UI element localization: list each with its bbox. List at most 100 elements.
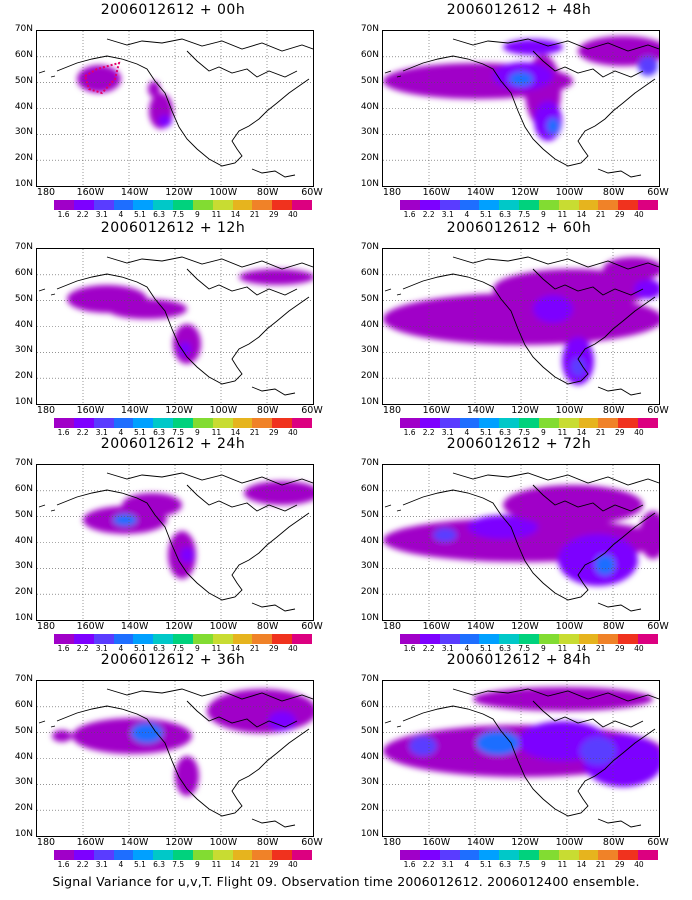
colorbar-swatch bbox=[252, 200, 273, 210]
coastline bbox=[56, 489, 310, 601]
lon-tick-label: 100W bbox=[209, 621, 238, 632]
colorbar-swatch bbox=[519, 418, 539, 428]
colorbar-label: 21 bbox=[595, 860, 606, 869]
colorbar-label: 1.6 bbox=[57, 428, 70, 437]
lon-tick-label: 80W bbox=[256, 837, 279, 848]
lat-tick-label: 50N bbox=[14, 509, 33, 520]
lon-tick-label: 160W bbox=[76, 837, 105, 848]
colorbar-swatch bbox=[113, 850, 134, 860]
map-panel: 2006012612 + 36h 70N 60N 50N 40N 30N 20N 10N 180… bbox=[0, 650, 346, 875]
signal-region bbox=[580, 737, 616, 765]
map-frame bbox=[382, 680, 660, 837]
coastline bbox=[186, 700, 298, 728]
lat-tick-label: 60N bbox=[360, 483, 379, 494]
lon-tick-label: 120W bbox=[165, 621, 193, 632]
colorbar-swatch bbox=[212, 418, 233, 428]
colorbar-swatch bbox=[153, 200, 174, 210]
coastline bbox=[452, 38, 659, 52]
map-frame bbox=[36, 248, 314, 405]
signal-region bbox=[113, 514, 137, 526]
coastline bbox=[402, 55, 656, 167]
colorbar bbox=[400, 200, 658, 210]
coastline bbox=[597, 602, 642, 612]
lon-tick-label: 140W bbox=[466, 837, 495, 848]
lat-tick-label: 30N bbox=[14, 561, 33, 572]
colorbar-label: 11 bbox=[557, 210, 568, 219]
lat-tick-label: 20N bbox=[360, 371, 379, 382]
colorbar-swatch bbox=[479, 200, 500, 210]
lat-tick-label: 70N bbox=[14, 24, 33, 34]
colorbar-swatch bbox=[419, 634, 440, 644]
lon-tick-label: 160W bbox=[76, 405, 105, 416]
colorbar-swatch bbox=[638, 418, 658, 428]
lat-tick-label: 40N bbox=[360, 101, 379, 112]
colorbar-swatch bbox=[153, 634, 174, 644]
colorbar-label: 21 bbox=[249, 860, 260, 869]
colorbar-swatch bbox=[173, 418, 193, 428]
colorbar-label: 3.1 bbox=[95, 428, 108, 437]
coastline bbox=[251, 386, 296, 396]
colorbar-label: 4 bbox=[464, 860, 470, 869]
lon-tick-label: 60W bbox=[647, 621, 669, 632]
colorbar-swatch bbox=[192, 200, 213, 210]
colorbar-swatch bbox=[618, 850, 639, 860]
colorbar bbox=[54, 634, 312, 644]
signal-region bbox=[239, 269, 313, 285]
colorbar-label: 11 bbox=[557, 644, 568, 653]
lat-tick-label: 40N bbox=[360, 751, 379, 762]
colorbar-label: 29 bbox=[614, 644, 625, 653]
colorbar-swatch bbox=[292, 850, 312, 860]
colorbar-label: 5.1 bbox=[480, 210, 492, 219]
map-frame bbox=[382, 464, 660, 621]
lat-tick-label: 40N bbox=[360, 535, 379, 546]
lat-tick-label: 50N bbox=[14, 75, 33, 86]
map-frame bbox=[382, 30, 660, 187]
signal-region bbox=[578, 36, 659, 66]
lon-tick-label: 100W bbox=[209, 187, 238, 198]
lat-tick-label: 10N bbox=[360, 613, 379, 623]
colorbar-label: 1.6 bbox=[57, 860, 70, 869]
colorbar-label: 4 bbox=[118, 210, 124, 219]
lon-tick-label: 140W bbox=[120, 405, 149, 416]
colorbar-label: 6.3 bbox=[153, 210, 166, 219]
colorbar-swatch bbox=[292, 418, 312, 428]
panel-title: 2006012612 + 12h bbox=[100, 220, 246, 236]
colorbar-swatch bbox=[419, 200, 440, 210]
colorbar-label: 4 bbox=[464, 644, 470, 653]
lat-tick-label: 40N bbox=[14, 751, 33, 762]
colorbar-label: 5.1 bbox=[134, 428, 146, 437]
coastline bbox=[38, 288, 56, 296]
map-canvas bbox=[383, 681, 659, 836]
signal-region bbox=[639, 511, 659, 559]
lat-tick-label: 20N bbox=[14, 803, 33, 814]
signal-region bbox=[571, 358, 585, 376]
colorbar-swatch bbox=[73, 418, 94, 428]
colorbar-swatch bbox=[459, 200, 480, 210]
lon-tick-label: 180 bbox=[382, 621, 402, 632]
colorbar-label: 9 bbox=[540, 210, 546, 219]
colorbar-label: 40 bbox=[288, 210, 298, 219]
lat-tick-label: 20N bbox=[360, 587, 379, 598]
colorbar-swatch bbox=[459, 850, 480, 860]
lon-tick-label: 100W bbox=[209, 405, 238, 416]
colorbar-label: 7.5 bbox=[172, 860, 185, 869]
lon-tick-label: 160W bbox=[76, 187, 105, 198]
lon-tick-label: 160W bbox=[422, 187, 451, 198]
colorbar-label: 29 bbox=[268, 644, 279, 653]
colorbar-swatch bbox=[272, 850, 293, 860]
colorbar-label: 11 bbox=[211, 644, 222, 653]
colorbar-label: 4 bbox=[118, 644, 124, 653]
coastline bbox=[384, 504, 402, 512]
lon-tick-label: 60W bbox=[301, 621, 323, 632]
colorbar bbox=[400, 850, 658, 860]
colorbar-swatch bbox=[558, 200, 579, 210]
lat-tick-label: 20N bbox=[14, 371, 33, 382]
colorbar-label: 40 bbox=[634, 644, 644, 653]
flight-track bbox=[83, 61, 121, 95]
colorbar-label: 5.1 bbox=[480, 860, 492, 869]
lat-tick-label: 60N bbox=[360, 267, 379, 278]
colorbar-swatch bbox=[212, 850, 233, 860]
coastline bbox=[384, 720, 402, 728]
colorbar-swatch bbox=[519, 850, 539, 860]
colorbar-label: 21 bbox=[595, 644, 606, 653]
